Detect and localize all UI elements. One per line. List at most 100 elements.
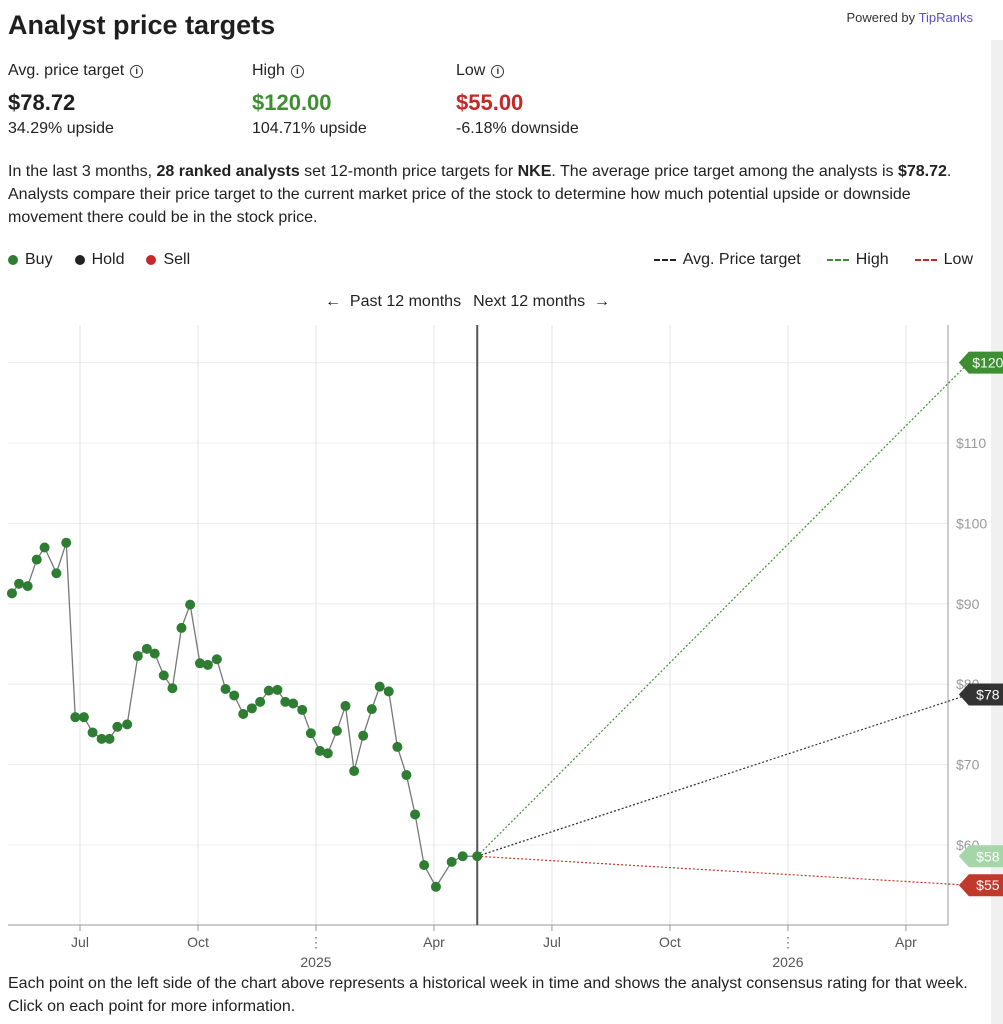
legend-buy: Buy: [8, 251, 53, 269]
buy-rating-point: [87, 727, 98, 738]
x-tick-separator: ⋮: [781, 934, 795, 950]
buy-rating-point: [297, 704, 308, 715]
info-icon[interactable]: i: [491, 64, 505, 78]
buy-rating-point: [457, 851, 468, 862]
buy-rating-point: [366, 704, 377, 715]
buy-rating-point: [51, 568, 62, 579]
x-tick-label: Apr: [423, 934, 445, 950]
legend-hold-label: Hold: [91, 251, 125, 268]
buy-rating-point: [238, 708, 249, 719]
scrollbar[interactable]: [991, 40, 1003, 1024]
buy-rating-point: [14, 578, 25, 589]
desc-bold-ticker: NKE: [517, 163, 552, 180]
buy-rating-point: [446, 856, 457, 867]
current-rating-point: [472, 851, 483, 862]
x-tick-separator: ⋮: [309, 934, 323, 950]
buy-rating-point: [176, 622, 187, 633]
legend-buy-label: Buy: [25, 251, 53, 268]
buy-rating-point: [430, 881, 441, 892]
avg-price-target-label: Avg. price target: [8, 62, 125, 79]
buy-rating-point: [280, 696, 291, 707]
desc-text: set 12-month price targets for: [299, 163, 518, 180]
arrow-left-icon: ←: [325, 293, 341, 310]
avg-target-tag: $78: [958, 683, 1003, 706]
desc-text: In the last 3 months,: [8, 163, 157, 180]
next-label: Next 12 months: [473, 293, 586, 310]
avg-target-tag-shape: [958, 683, 1003, 706]
buy-rating-point: [229, 690, 240, 701]
tipranks-link[interactable]: TipRanks: [918, 10, 973, 25]
high-price-target-value: $120.00: [252, 90, 332, 115]
x-tick-label: Jul: [543, 934, 561, 950]
buy-dot-icon: [8, 255, 18, 265]
buy-rating-point: [194, 658, 205, 669]
buy-rating-point: [392, 741, 403, 752]
low-target-tag-shape: [958, 874, 1003, 897]
buy-rating-point: [112, 721, 123, 732]
buy-rating-point: [31, 554, 42, 565]
buy-rating-point: [211, 654, 222, 665]
analyst-description: In the last 3 months, 28 ranked analysts…: [8, 160, 983, 229]
powered-by: Powered by TipRanks: [847, 10, 973, 25]
buy-rating-point: [167, 683, 178, 694]
x-tick-label: Apr: [895, 934, 917, 950]
sell-dot-icon: [146, 255, 157, 265]
desc-text: . Analysts compare their price target to…: [8, 163, 952, 226]
history-line: [11, 542, 478, 889]
low-target-tag-text: $55: [976, 877, 1000, 893]
y-tick-label: $100: [956, 515, 987, 531]
legend-avg: Avg. Price target: [653, 251, 801, 269]
current-price-tag: $58: [958, 845, 1003, 868]
buy-rating-point: [419, 860, 430, 871]
dash-line-icon: [914, 259, 937, 261]
high-target-tag-text: $120: [972, 355, 1003, 371]
buy-rating-point: [96, 733, 107, 744]
buy-rating-point: [22, 581, 33, 592]
current-price-tag-shape: [958, 845, 1003, 868]
buy-rating-point: [78, 712, 89, 723]
next-12-months-button[interactable]: Next 12 months →: [473, 293, 610, 311]
info-icon[interactable]: i: [290, 64, 304, 78]
x-year-label: 2026: [772, 954, 803, 970]
buy-rating-point: [401, 770, 412, 781]
legend-avg-label: Avg. Price target: [682, 251, 801, 268]
past-12-months-button[interactable]: ← Past 12 months: [325, 293, 461, 311]
buy-rating-point: [263, 685, 274, 696]
buy-rating-point: [158, 670, 169, 681]
buy-rating-point: [410, 809, 421, 820]
legend-high: High: [826, 251, 889, 269]
buy-rating-point: [39, 542, 50, 553]
rating-legend: Buy Hold Sell: [8, 251, 190, 269]
info-icon[interactable]: i: [130, 64, 144, 78]
buy-rating-point: [61, 537, 72, 548]
high-price-target-stat: High i $120.00 104.71% upside: [252, 62, 367, 138]
buy-rating-point: [202, 659, 213, 670]
high-target-tag: $120: [958, 351, 1003, 374]
dash-line-icon: [653, 259, 676, 261]
avg-price-target-upside: 34.29% upside: [8, 120, 114, 137]
buy-rating-point: [331, 725, 342, 736]
target-legend: Avg. Price target High Low: [653, 251, 973, 269]
buy-rating-point: [122, 719, 133, 730]
desc-bold-analysts: 28 ranked analysts: [156, 163, 300, 180]
current-price-tag-text: $58: [976, 848, 1000, 864]
buy-rating-point: [132, 651, 143, 662]
chart-footnote: Each point on the left side of the chart…: [8, 975, 968, 1015]
high-projection-line: [476, 362, 970, 857]
powered-by-label: Powered by: [846, 10, 916, 25]
legend-low: Low: [914, 251, 973, 269]
y-tick-label: $90: [956, 596, 980, 612]
buy-rating-point: [314, 745, 325, 756]
legend-sell-label: Sell: [163, 251, 191, 268]
buy-rating-point: [220, 684, 231, 695]
low-target-tag: $55: [958, 874, 1003, 897]
high-price-target-upside: 104.71% upside: [252, 120, 367, 137]
period-nav: ← Past 12 months Next 12 months →: [325, 293, 610, 311]
low-price-target-value: $55.00: [456, 90, 524, 115]
y-tick-label: $70: [956, 757, 980, 773]
buy-rating-point: [255, 696, 266, 707]
avg-projection-line: [477, 693, 970, 857]
buy-rating-point: [358, 730, 369, 741]
y-tick-label: $110: [956, 435, 986, 451]
